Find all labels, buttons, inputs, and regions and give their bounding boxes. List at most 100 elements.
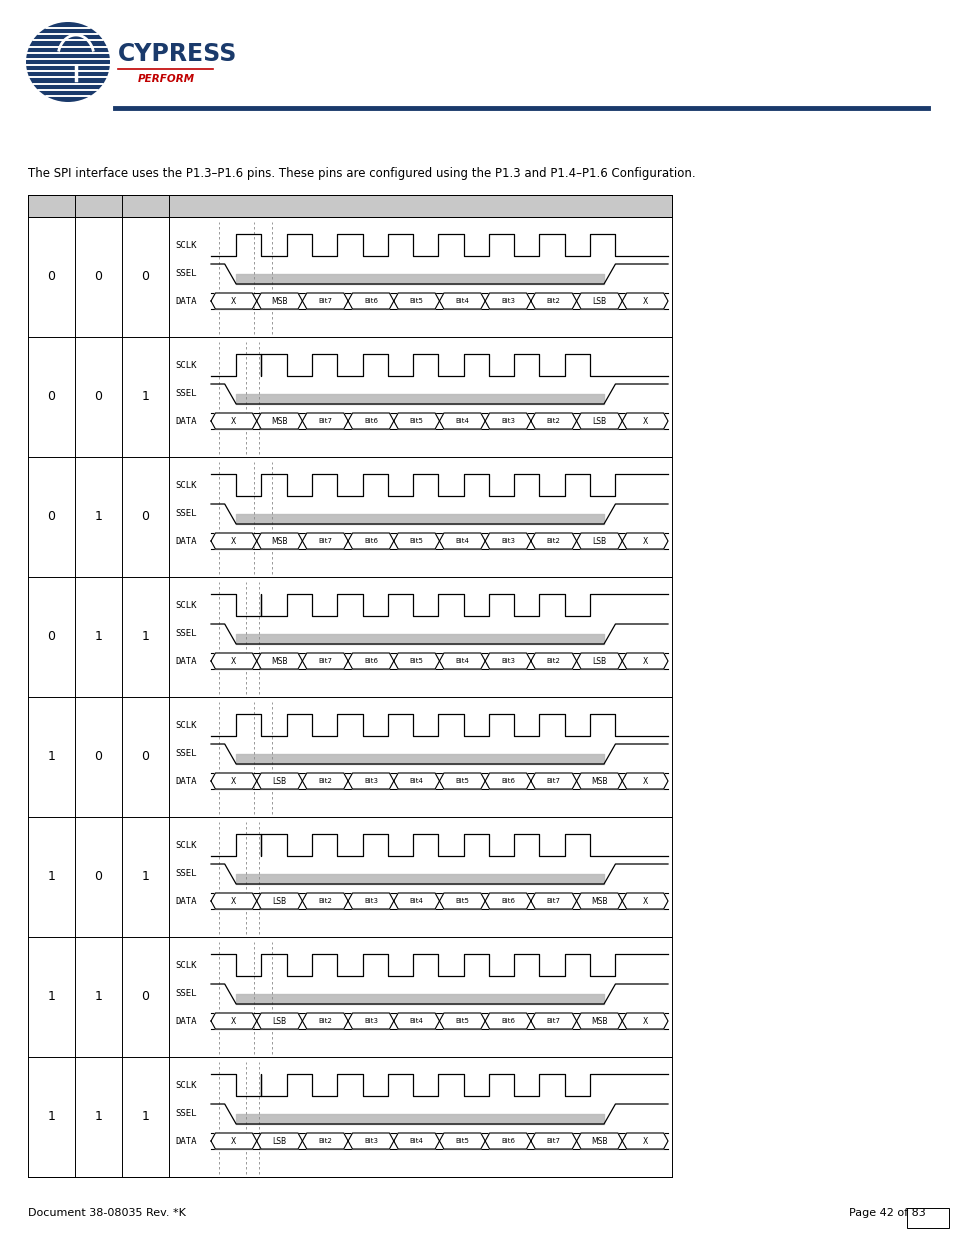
Polygon shape bbox=[256, 773, 302, 789]
Polygon shape bbox=[621, 1132, 667, 1149]
Polygon shape bbox=[394, 534, 439, 550]
Text: Bit7: Bit7 bbox=[318, 538, 332, 543]
Text: Bit7: Bit7 bbox=[546, 898, 560, 904]
Polygon shape bbox=[348, 1013, 394, 1029]
Polygon shape bbox=[394, 1132, 439, 1149]
Text: X: X bbox=[642, 536, 647, 546]
Text: 0: 0 bbox=[141, 990, 150, 1004]
Polygon shape bbox=[621, 412, 667, 429]
Polygon shape bbox=[485, 293, 530, 309]
Text: Bit2: Bit2 bbox=[546, 417, 560, 424]
Polygon shape bbox=[394, 653, 439, 669]
Text: X: X bbox=[231, 1016, 236, 1025]
Text: DATA: DATA bbox=[174, 1016, 196, 1025]
Polygon shape bbox=[439, 893, 485, 909]
Text: Page 42 of 83: Page 42 of 83 bbox=[848, 1208, 925, 1218]
Polygon shape bbox=[576, 893, 621, 909]
Text: Bit7: Bit7 bbox=[546, 778, 560, 784]
Polygon shape bbox=[256, 412, 302, 429]
Polygon shape bbox=[302, 893, 348, 909]
Text: Bit2: Bit2 bbox=[546, 538, 560, 543]
Polygon shape bbox=[439, 534, 485, 550]
Text: MSB: MSB bbox=[591, 897, 607, 905]
Text: 0: 0 bbox=[94, 270, 102, 284]
Text: X: X bbox=[231, 416, 236, 426]
Text: MSB: MSB bbox=[271, 416, 288, 426]
Text: CYPRESS: CYPRESS bbox=[118, 42, 237, 65]
Polygon shape bbox=[530, 1013, 576, 1029]
Bar bbox=[28, 195, 671, 217]
Text: SSEL: SSEL bbox=[174, 1109, 196, 1119]
Polygon shape bbox=[485, 773, 530, 789]
Polygon shape bbox=[348, 412, 394, 429]
Polygon shape bbox=[621, 893, 667, 909]
Text: Bit5: Bit5 bbox=[409, 417, 423, 424]
Text: SSEL: SSEL bbox=[174, 389, 196, 399]
Polygon shape bbox=[621, 534, 667, 550]
Text: Bit4: Bit4 bbox=[455, 538, 469, 543]
Text: X: X bbox=[231, 296, 236, 305]
Text: 0: 0 bbox=[94, 871, 102, 883]
Text: Bit3: Bit3 bbox=[500, 417, 515, 424]
Polygon shape bbox=[348, 653, 394, 669]
Text: Bit2: Bit2 bbox=[546, 658, 560, 664]
Polygon shape bbox=[256, 1132, 302, 1149]
Polygon shape bbox=[576, 534, 621, 550]
Text: Bit5: Bit5 bbox=[409, 538, 423, 543]
Text: 0: 0 bbox=[48, 390, 55, 404]
Polygon shape bbox=[256, 1013, 302, 1029]
Polygon shape bbox=[211, 1013, 256, 1029]
Text: 1: 1 bbox=[48, 751, 55, 763]
Text: DATA: DATA bbox=[174, 897, 196, 905]
Text: 0: 0 bbox=[48, 510, 55, 524]
Polygon shape bbox=[302, 1132, 348, 1149]
Text: Bit6: Bit6 bbox=[500, 778, 515, 784]
Polygon shape bbox=[530, 534, 576, 550]
Text: The SPI interface uses the P1.3–P1.6 pins. These pins are configured using the P: The SPI interface uses the P1.3–P1.6 pin… bbox=[28, 167, 695, 179]
Text: 0: 0 bbox=[48, 631, 55, 643]
Text: SCLK: SCLK bbox=[174, 961, 196, 969]
Text: Bit3: Bit3 bbox=[363, 898, 377, 904]
Text: 0: 0 bbox=[94, 390, 102, 404]
Text: SCLK: SCLK bbox=[174, 841, 196, 850]
Text: Bit2: Bit2 bbox=[546, 298, 560, 304]
Polygon shape bbox=[348, 893, 394, 909]
Text: DATA: DATA bbox=[174, 296, 196, 305]
Polygon shape bbox=[439, 293, 485, 309]
Text: SSEL: SSEL bbox=[174, 750, 196, 758]
Text: Bit6: Bit6 bbox=[363, 298, 377, 304]
Text: MSB: MSB bbox=[591, 777, 607, 785]
Text: Bit4: Bit4 bbox=[455, 658, 469, 664]
Text: Bit6: Bit6 bbox=[363, 417, 377, 424]
Text: Bit5: Bit5 bbox=[409, 298, 423, 304]
Polygon shape bbox=[302, 412, 348, 429]
Text: LSB: LSB bbox=[592, 657, 606, 666]
Polygon shape bbox=[394, 893, 439, 909]
Text: DATA: DATA bbox=[174, 657, 196, 666]
Text: X: X bbox=[642, 657, 647, 666]
Text: 0: 0 bbox=[141, 510, 150, 524]
Text: Bit7: Bit7 bbox=[546, 1018, 560, 1024]
Text: Bit3: Bit3 bbox=[500, 298, 515, 304]
Polygon shape bbox=[302, 293, 348, 309]
Text: X: X bbox=[642, 416, 647, 426]
Text: SSEL: SSEL bbox=[174, 989, 196, 999]
Polygon shape bbox=[439, 1132, 485, 1149]
Text: SCLK: SCLK bbox=[174, 1081, 196, 1089]
Polygon shape bbox=[394, 1013, 439, 1029]
Text: SSEL: SSEL bbox=[174, 510, 196, 519]
Text: Bit5: Bit5 bbox=[455, 898, 469, 904]
Polygon shape bbox=[211, 534, 256, 550]
Text: DATA: DATA bbox=[174, 777, 196, 785]
Polygon shape bbox=[485, 1132, 530, 1149]
Text: Bit4: Bit4 bbox=[409, 1018, 423, 1024]
Text: Bit6: Bit6 bbox=[363, 538, 377, 543]
Text: SCLK: SCLK bbox=[174, 361, 196, 369]
Text: Bit4: Bit4 bbox=[455, 298, 469, 304]
Polygon shape bbox=[576, 412, 621, 429]
Bar bbox=[906, 1208, 948, 1228]
Bar bbox=[28, 195, 671, 1177]
Polygon shape bbox=[530, 1132, 576, 1149]
Polygon shape bbox=[576, 293, 621, 309]
Text: SCLK: SCLK bbox=[174, 241, 196, 249]
